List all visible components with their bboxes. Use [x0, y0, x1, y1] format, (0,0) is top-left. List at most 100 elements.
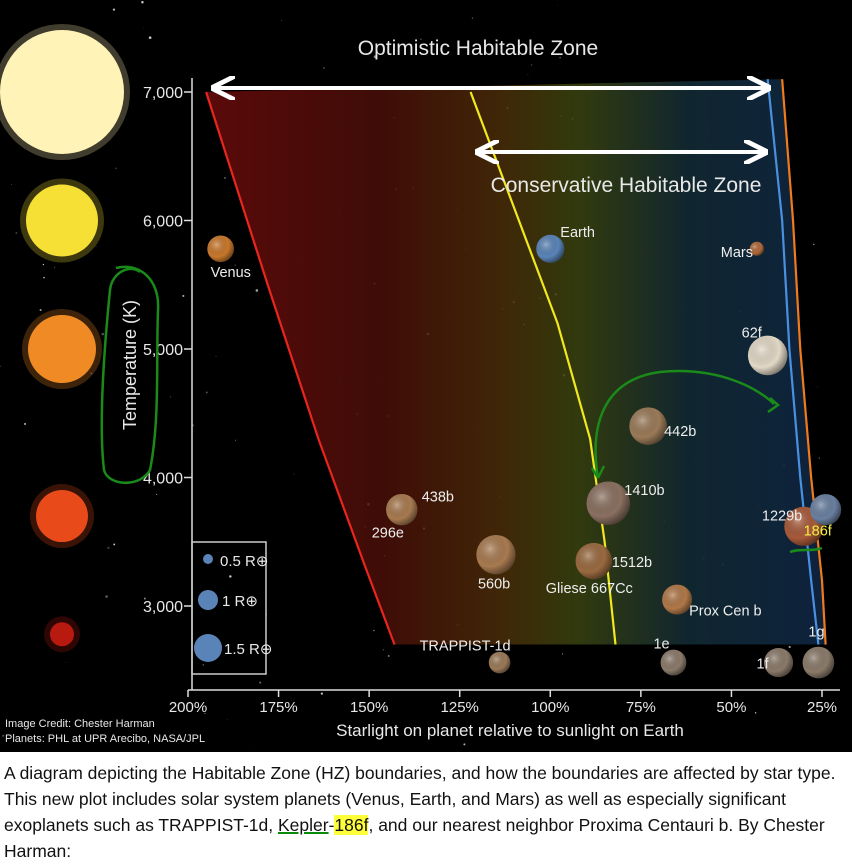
legend-planet-large: [194, 634, 222, 662]
background-star: [205, 391, 208, 394]
background-star: [250, 750, 252, 752]
background-star: [105, 595, 108, 598]
planet-label: 62f: [742, 325, 763, 341]
background-star: [557, 5, 558, 7]
background-star: [813, 243, 815, 246]
caption-text-1: A diagram depicting the Habitable Zone (…: [4, 763, 836, 835]
planet-label: Prox Cen b: [689, 604, 762, 620]
y-tick-label: 5,000: [143, 342, 183, 359]
planet-label: 560b: [478, 577, 510, 593]
background-star: [90, 372, 93, 375]
background-star: [95, 246, 97, 248]
caption-dash: -: [328, 815, 335, 835]
background-star: [373, 55, 377, 59]
x-tick-label: 150%: [350, 699, 388, 716]
background-star: [141, 1, 144, 4]
planet-label: TRAPPIST-1d: [420, 639, 511, 655]
background-star: [23, 422, 27, 426]
annotation-underline-186f: [789, 546, 823, 554]
background-star: [11, 184, 12, 185]
planet-shading: [763, 647, 794, 678]
habitable-zone-chart: Optimistic Habitable Zone Conservative H…: [0, 1, 842, 752]
background-star: [143, 27, 145, 29]
star-3000: [50, 622, 74, 647]
caption-186f-highlight: 186f: [334, 815, 369, 835]
x-tick-label: 200%: [169, 699, 207, 716]
background-star: [323, 67, 325, 69]
star-5000: [28, 315, 96, 383]
planet-shading: [476, 535, 516, 575]
background-star: [226, 718, 228, 720]
legend-entry-small: 0.5 R⊕: [220, 553, 268, 570]
annotation-arrow-head: [767, 397, 781, 414]
planet-shading: [810, 494, 842, 526]
background-star: [54, 266, 56, 269]
background-star: [182, 294, 185, 298]
legend-planet-medium: [198, 590, 218, 610]
x-axis-ticks: 200% 175% 150% 125% 100% 75% 50% 25%: [169, 689, 840, 716]
annotation-arrow-tail: [590, 465, 606, 479]
background-star: [562, 653, 564, 655]
y-tick-label: 6,000: [143, 214, 183, 231]
background-star: [235, 439, 236, 441]
planet-label: Mars: [721, 245, 753, 261]
conservative-zone-title: Conservative Habitable Zone: [491, 174, 762, 197]
planet-shading: [575, 542, 612, 580]
background-star: [754, 712, 757, 714]
planet-label: 1410b: [624, 483, 664, 499]
background-star: [320, 692, 323, 695]
background-star: [143, 597, 146, 600]
planet-label: Venus: [211, 265, 251, 281]
background-star: [293, 473, 295, 475]
figure-caption: A diagram depicting the Habitable Zone (…: [4, 760, 848, 864]
x-tick-label: 50%: [716, 699, 746, 716]
planet-shading: [660, 649, 687, 676]
background-star: [144, 740, 146, 742]
optimistic-zone-title: Optimistic Habitable Zone: [358, 37, 598, 60]
background-star: [420, 38, 422, 40]
planet-label: 296e: [372, 526, 404, 542]
y-tick-label: 7,000: [143, 85, 183, 102]
background-star: [373, 629, 375, 632]
legend-entry-large: 1.5 R⊕: [224, 641, 272, 658]
background-star: [818, 457, 821, 459]
background-star: [281, 20, 283, 22]
planet-label: 1g: [808, 625, 824, 641]
planet-shading: [488, 651, 511, 674]
planet-shading: [586, 481, 630, 525]
background-star: [101, 332, 105, 336]
background-star: [113, 543, 116, 546]
background-star: [202, 664, 205, 666]
background-star: [382, 648, 385, 651]
planet-shading: [802, 646, 835, 679]
planet-label: 1f: [757, 657, 770, 673]
background-star: [229, 575, 232, 578]
planet-shading: [747, 335, 788, 376]
annotation-loop: [100, 265, 160, 484]
background-star: [65, 662, 67, 663]
planet-label: Gliese 667Cc: [546, 581, 633, 597]
caption-kepler: Kepler: [277, 815, 329, 835]
x-tick-label: 125%: [441, 699, 479, 716]
planets-credit: Planets: PHL at UPR Arecibo, NASA/JPL: [5, 733, 205, 745]
boundary-conservative-outer: [766, 79, 820, 645]
legend-box: [191, 541, 267, 675]
legend-entry-medium: 1 R⊕: [222, 593, 258, 610]
habitable-zone-figure: Optimistic Habitable Zone Conservative H…: [0, 0, 852, 752]
background-star: [788, 645, 791, 649]
planet-label: 1512b: [612, 555, 652, 571]
image-credit: Image Credit: Chester Harman: [5, 718, 155, 730]
x-tick-label: 175%: [259, 699, 297, 716]
boundary-optimistic-outer: [781, 79, 827, 645]
star-4000: [36, 490, 88, 543]
x-tick-label: 25%: [807, 699, 837, 716]
background-star: [527, 74, 529, 76]
caption-text-2: , and our nearest neighbor Proxima Centa…: [4, 815, 825, 861]
planet-shading: [749, 241, 764, 256]
size-legend: 0.5 R⊕ 1 R⊕ 1.5 R⊕: [191, 541, 272, 675]
background-star: [223, 176, 227, 180]
y-tick-label: 3,000: [143, 599, 183, 616]
background-star: [234, 264, 236, 266]
planet-shading: [386, 493, 418, 526]
background-star: [15, 231, 18, 234]
